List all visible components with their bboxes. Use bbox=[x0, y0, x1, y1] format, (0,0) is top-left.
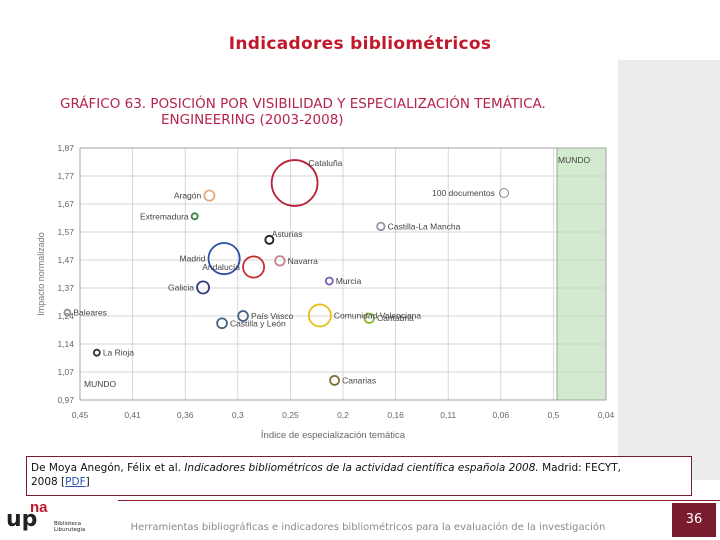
slide-title: Indicadores bibliométricos bbox=[228, 34, 492, 54]
bubble-label: Extremadura bbox=[140, 211, 189, 221]
bubble-label: Andalucía bbox=[202, 262, 240, 272]
y-axis-label: Impacto normalizado bbox=[36, 232, 46, 316]
bubble-galicia bbox=[196, 280, 211, 295]
bubble-canarias bbox=[329, 374, 340, 386]
bubble-label: País Vasco bbox=[251, 311, 294, 321]
bubble-extremadura bbox=[190, 212, 199, 221]
x-tick-label: 0,3 bbox=[232, 410, 244, 420]
logo-main-text: up bbox=[6, 507, 38, 532]
logo-subtitle-line-2: Liburutegia bbox=[54, 527, 86, 533]
y-tick-label: 1,87 bbox=[57, 143, 74, 153]
bubble-label: La Rioja bbox=[103, 348, 134, 358]
x-tick-label: 0,45 bbox=[72, 410, 89, 420]
x-axis-label: Índice de especialización temática bbox=[261, 430, 406, 441]
reference-authors: De Moya Anegón, Félix et al. bbox=[31, 462, 181, 474]
y-tick-label: 1,07 bbox=[57, 367, 74, 377]
bubble-andaluc-a bbox=[242, 255, 266, 279]
y-tick-label: 1,47 bbox=[57, 255, 74, 265]
bubble-label: Baleares bbox=[73, 308, 107, 318]
bubble-madrid bbox=[207, 242, 241, 276]
bubble-label: Canarias bbox=[342, 375, 376, 385]
bubble-label: Madrid bbox=[180, 254, 206, 264]
bubble-comunidad-valenciana bbox=[307, 303, 332, 328]
x-tick-label: 0,5 bbox=[547, 410, 559, 420]
legend-marker bbox=[499, 188, 509, 198]
y-tick-label: 0,97 bbox=[57, 395, 74, 405]
plot-frame bbox=[79, 147, 607, 401]
logo-accent-text: na bbox=[30, 499, 48, 516]
bubble-catalu-a bbox=[270, 159, 319, 207]
right-side-panel bbox=[618, 60, 720, 480]
x-tick-label: 0,11 bbox=[440, 410, 456, 420]
footer-text: Herramientas bibliográficas e indicadore… bbox=[130, 522, 606, 533]
logo-subtitle: Biblioteca Liburutegia bbox=[54, 521, 85, 533]
chart-title-line-1: GRÁFICO 63. POSICIÓN POR VISIBILIDAD Y E… bbox=[60, 96, 546, 112]
mundo-label-bottom: MUNDO bbox=[84, 379, 116, 389]
mundo-label-top: MUNDO bbox=[558, 155, 590, 165]
y-tick-label: 1,77 bbox=[57, 171, 74, 181]
bubble-label: Castilla-La Mancha bbox=[388, 221, 461, 231]
bubble-la-rioja bbox=[92, 348, 101, 357]
bubble-label: Murcia bbox=[336, 276, 362, 286]
footer-bar bbox=[0, 500, 720, 540]
bubble-murcia bbox=[324, 276, 334, 286]
bubble-navarra bbox=[274, 255, 286, 267]
bubble-label: Comunidad Valenciana bbox=[334, 310, 422, 320]
x-tick-label: 0,41 bbox=[124, 410, 141, 420]
reference-year: 2008 [ bbox=[31, 476, 66, 488]
bubble-castilla-la-mancha bbox=[376, 221, 386, 232]
y-tick-label: 1,14 bbox=[57, 339, 74, 349]
logo-subtitle-line-1: Biblioteca bbox=[54, 521, 82, 527]
chart-title: GRÁFICO 63. POSICIÓN POR VISIBILIDAD Y E… bbox=[60, 96, 620, 128]
bubble-label: Cantabria bbox=[377, 313, 414, 323]
page-number: 36 bbox=[672, 503, 716, 537]
x-tick-label: 0,2 bbox=[337, 410, 349, 420]
bubble-label: Aragón bbox=[174, 191, 202, 201]
bubble-pa-s-vasco bbox=[237, 310, 249, 322]
bubble-label: Galicia bbox=[168, 282, 194, 292]
x-tick-label: 0,16 bbox=[387, 410, 404, 420]
reference-box: De Moya Anegón, Félix et al. Indicadores… bbox=[26, 456, 692, 496]
bubble-baleares bbox=[63, 308, 72, 317]
x-tick-label: 0,36 bbox=[177, 410, 194, 420]
reference-close: ] bbox=[85, 476, 90, 488]
bubble-asturias bbox=[264, 234, 275, 245]
bubble-label: Cataluña bbox=[308, 158, 342, 168]
mundo-band bbox=[557, 148, 606, 400]
x-tick-label: 0,06 bbox=[493, 410, 510, 420]
legend-label: 100 documentos bbox=[432, 188, 495, 198]
bubble-label: Asturias bbox=[272, 229, 303, 239]
x-tick-label: 0,25 bbox=[282, 410, 299, 420]
bubble-castilla-y-le-n bbox=[216, 317, 228, 330]
reference-title: Indicadores bibliométricos de la activid… bbox=[184, 462, 539, 474]
chart-title-line-2: ENGINEERING (2003-2008) bbox=[161, 112, 344, 128]
x-tick-label: 0,04 bbox=[598, 410, 615, 420]
bubble-cantabria bbox=[363, 312, 375, 324]
y-tick-label: 1,67 bbox=[57, 199, 74, 209]
bubble-label: Castilla y León bbox=[230, 318, 286, 328]
y-tick-label: 1,57 bbox=[57, 227, 74, 237]
footer-divider bbox=[118, 500, 720, 501]
bubble-label: Navarra bbox=[288, 256, 319, 266]
bubble-arag-n bbox=[203, 189, 216, 202]
upna-logo: up na Biblioteca Liburutegia bbox=[2, 499, 118, 539]
reference-publisher: Madrid: FECYT, bbox=[542, 462, 622, 474]
pdf-link[interactable]: PDF bbox=[65, 476, 86, 488]
y-tick-label: 1,37 bbox=[57, 283, 74, 293]
